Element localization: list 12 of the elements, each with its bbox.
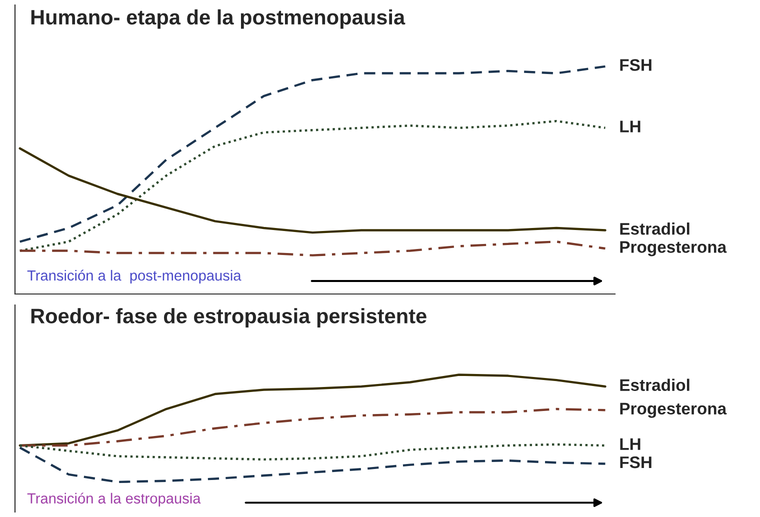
series-label: LH bbox=[620, 438, 640, 450]
series-label: Progesterona bbox=[620, 402, 727, 418]
chart-title: Roedor- fase de estropausia persistente bbox=[31, 308, 426, 328]
series-label: Progesterona bbox=[620, 241, 727, 256]
series-label: LH bbox=[620, 120, 640, 132]
series-label: FSH bbox=[620, 59, 652, 71]
series-label: Estradiol bbox=[620, 378, 690, 391]
series-label: FSH bbox=[620, 456, 652, 468]
text: Transición a la estropausia bbox=[27, 492, 201, 506]
series-label: Estradiol bbox=[620, 222, 690, 235]
chart-title: Humano- etapa de la postmenopausia bbox=[31, 9, 406, 29]
annotation: Transición a la post-menopausia bbox=[27, 270, 242, 284]
